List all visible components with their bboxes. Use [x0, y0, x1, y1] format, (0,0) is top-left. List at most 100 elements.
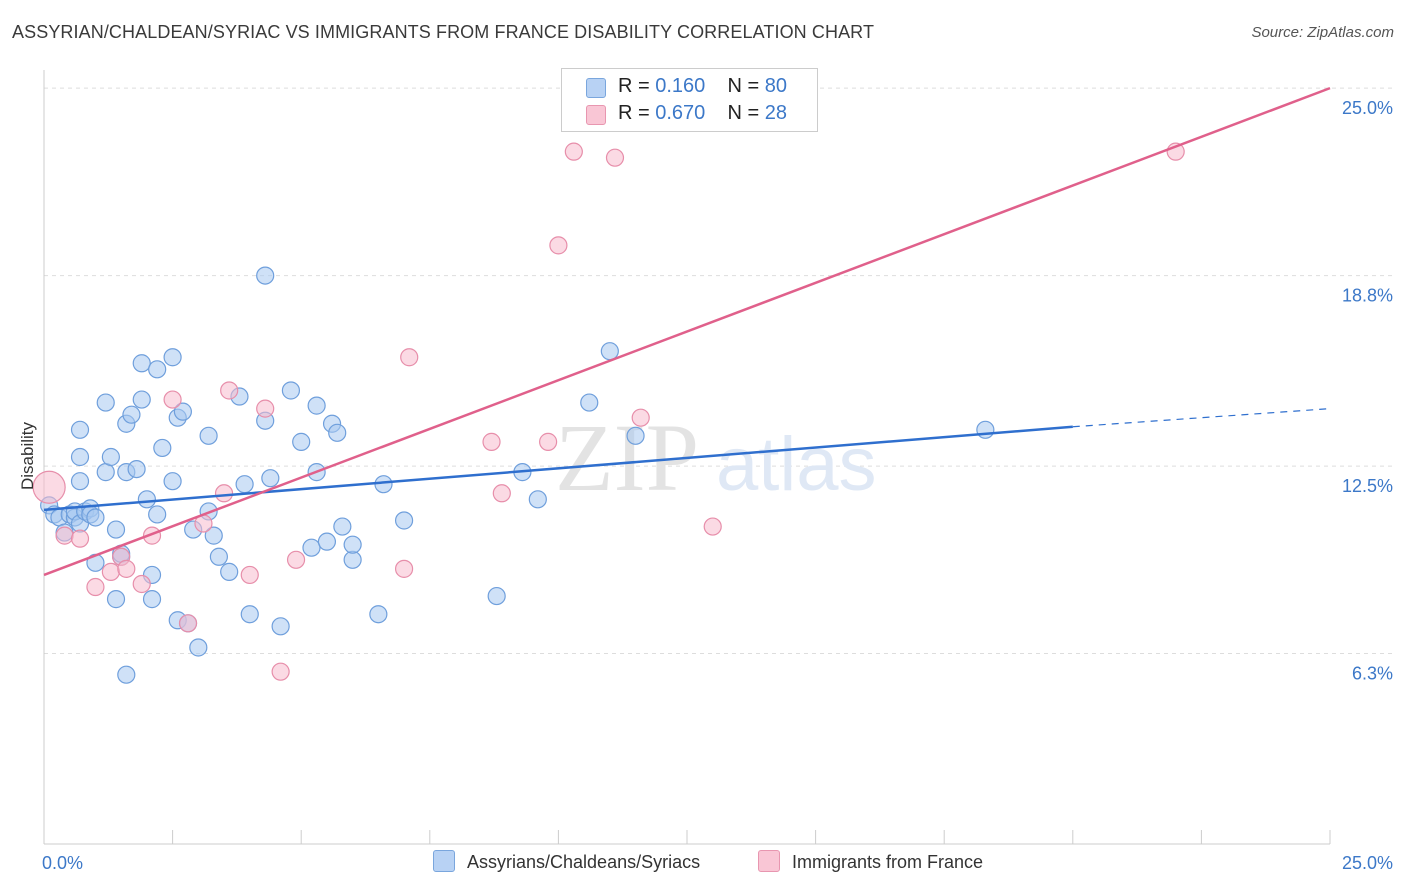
point-france [605, 148, 625, 167]
point-france [101, 562, 120, 581]
y-tick-label: 12.5% [1342, 476, 1393, 496]
point-assyrians [148, 360, 167, 379]
point-assyrians [189, 638, 208, 657]
point-assyrians [528, 490, 547, 509]
legend-item-france[interactable]: Immigrants from France [758, 850, 984, 874]
y-tick-label: 18.8% [1342, 286, 1393, 306]
point-france [32, 470, 66, 504]
point-assyrians [374, 475, 393, 494]
point-france [394, 559, 414, 578]
trend-line-france [43, 86, 1331, 577]
point-france [70, 529, 90, 548]
y-tick-label: 6.3% [1352, 664, 1393, 684]
point-assyrians [117, 665, 136, 684]
axes [43, 70, 1331, 845]
point-assyrians [976, 420, 995, 439]
point-assyrians [142, 590, 162, 609]
point-assyrians [70, 447, 90, 467]
point-assyrians [137, 490, 156, 509]
legend-n-label: N = [727, 75, 760, 97]
point-assyrians [106, 590, 126, 609]
x-tick-label-min: 0.0% [42, 853, 83, 873]
point-assyrians [580, 393, 599, 412]
point-assyrians [70, 472, 90, 491]
y-tick-label: 25.0% [1342, 98, 1393, 118]
point-assyrians [204, 526, 223, 545]
source-label: Source: ZipAtlas.com [1251, 24, 1394, 41]
point-assyrians [122, 405, 141, 424]
point-assyrians [261, 469, 280, 488]
point-assyrians [209, 547, 228, 566]
legend-swatch-blue [433, 850, 455, 873]
point-assyrians [163, 472, 182, 491]
point-france [539, 432, 558, 451]
point-assyrians [328, 423, 347, 442]
point-assyrians [127, 459, 146, 479]
point-assyrians [86, 508, 105, 527]
point-assyrians [96, 463, 115, 482]
point-assyrians [343, 535, 362, 554]
trend-line-assyrians [43, 425, 1073, 512]
legend-r-value: 0.670 [655, 102, 706, 124]
point-assyrians [307, 396, 326, 415]
legend-label-france: Immigrants from France [792, 852, 984, 872]
legend-swatch-pink [586, 105, 606, 125]
point-france [703, 517, 722, 536]
point-france [163, 390, 182, 409]
point-france [492, 484, 511, 503]
point-assyrians [317, 532, 337, 551]
legend-swatch-blue [586, 78, 606, 98]
point-assyrians [256, 266, 275, 285]
point-france [178, 614, 198, 633]
point-assyrians [153, 438, 172, 458]
point-assyrians [394, 511, 414, 530]
point-france [55, 526, 74, 545]
trend-lines [43, 86, 1331, 577]
point-assyrians [101, 447, 120, 467]
legend-label-assyrians: Assyrians/Chaldeans/Syriacs [467, 852, 701, 872]
point-france [214, 484, 234, 503]
x-tick-label-max: 25.0% [1342, 853, 1393, 873]
point-assyrians [220, 562, 239, 581]
series-assyrians-points [40, 266, 995, 684]
legend-stats: R = 0.160 N = 80 R = 0.670 N = 28 [561, 68, 818, 132]
point-france [240, 565, 259, 585]
point-assyrians [343, 550, 362, 569]
series-france-points [32, 142, 1185, 681]
point-assyrians [271, 617, 290, 636]
point-assyrians [132, 390, 151, 409]
point-france [564, 142, 583, 161]
point-assyrians [626, 426, 645, 445]
point-assyrians [292, 432, 311, 451]
point-france [132, 574, 151, 594]
point-assyrians [163, 348, 182, 367]
legend-n-label: N = [727, 102, 760, 124]
legend-r-label: R = [618, 102, 650, 124]
chart-title: ASSYRIAN/CHALDEAN/SYRIAC VS IMMIGRANTS F… [12, 22, 875, 42]
watermark-atlas: atlas [716, 422, 877, 507]
point-assyrians [333, 517, 352, 536]
trend-line-assyrians-extension [1072, 408, 1331, 428]
legend-r-label: R = [618, 75, 650, 97]
y-axis-label: Disability [18, 421, 37, 491]
point-france [86, 577, 105, 597]
legend-n-value: 80 [764, 75, 788, 97]
point-france [286, 550, 306, 569]
legend-r-value: 0.160 [655, 75, 706, 97]
point-assyrians [235, 475, 254, 494]
point-france [631, 408, 650, 427]
legend-n-value: 28 [764, 102, 788, 124]
point-assyrians [240, 605, 259, 624]
point-assyrians [132, 354, 151, 373]
point-france [549, 236, 568, 255]
legend-swatch-pink [758, 850, 780, 873]
point-assyrians [281, 381, 301, 400]
point-assyrians [487, 586, 506, 606]
point-assyrians [96, 393, 115, 412]
point-assyrians [70, 420, 90, 439]
watermark-zip: ZIP [555, 404, 699, 511]
point-france [220, 381, 239, 400]
legend-item-assyrians[interactable]: Assyrians/Chaldeans/Syriacs [433, 850, 701, 874]
point-assyrians [106, 520, 126, 539]
